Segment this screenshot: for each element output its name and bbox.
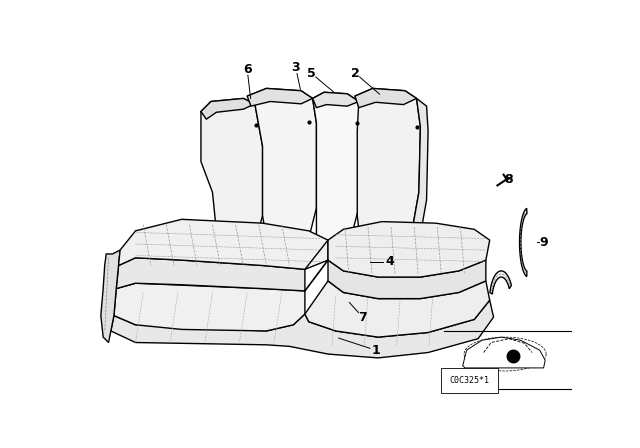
Polygon shape — [312, 92, 359, 108]
Polygon shape — [463, 337, 545, 368]
Polygon shape — [118, 220, 328, 269]
Polygon shape — [355, 88, 420, 258]
Polygon shape — [328, 260, 486, 299]
Text: 6: 6 — [243, 63, 252, 76]
Text: 3: 3 — [291, 61, 300, 74]
Polygon shape — [305, 281, 490, 337]
Text: 1: 1 — [371, 344, 380, 357]
Polygon shape — [520, 208, 527, 276]
Text: 2: 2 — [351, 66, 359, 79]
Polygon shape — [201, 99, 255, 119]
Text: 5: 5 — [307, 66, 316, 79]
Text: C0C325*1: C0C325*1 — [450, 376, 490, 385]
Polygon shape — [355, 88, 417, 108]
Polygon shape — [201, 99, 262, 254]
Polygon shape — [247, 88, 312, 106]
Polygon shape — [101, 250, 120, 343]
Polygon shape — [111, 300, 493, 358]
Polygon shape — [247, 88, 316, 252]
Text: 8: 8 — [504, 173, 513, 186]
Polygon shape — [394, 99, 428, 258]
Polygon shape — [114, 283, 305, 331]
Polygon shape — [328, 222, 490, 277]
Text: 7: 7 — [358, 310, 367, 323]
Text: 9: 9 — [540, 236, 548, 249]
Polygon shape — [490, 271, 511, 294]
Text: 4: 4 — [385, 255, 394, 268]
Polygon shape — [116, 258, 305, 291]
Polygon shape — [312, 92, 360, 250]
